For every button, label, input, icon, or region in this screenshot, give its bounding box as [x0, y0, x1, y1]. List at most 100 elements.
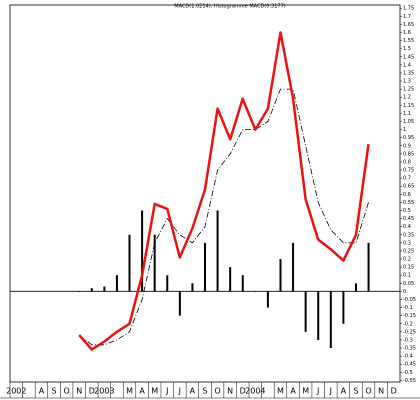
x-tick-label: A: [139, 387, 145, 396]
y-tick-label: 1: [403, 127, 406, 133]
histogram-bar: [178, 291, 181, 316]
x-tick-label: A: [341, 387, 347, 396]
histogram-bar: [191, 283, 194, 292]
histogram-bar: [254, 291, 257, 292]
y-tick-label: 1.7: [403, 14, 411, 20]
y-tick-label: 1.1: [403, 111, 411, 117]
y-tick-label: 1.65: [403, 22, 414, 28]
histogram-bar: [329, 291, 332, 349]
x-tick-label: O: [214, 387, 220, 396]
histogram-bar: [292, 242, 295, 292]
y-tick-label: 0.15: [403, 265, 414, 271]
histogram-bar: [90, 288, 93, 292]
x-tick-label: M: [277, 387, 284, 396]
x-tick-label: M: [126, 387, 133, 396]
histogram-bar: [153, 234, 156, 292]
y-tick-label: 0.95: [403, 135, 414, 141]
y-tick-label: 1.35: [403, 70, 414, 76]
histogram-bar: [166, 275, 169, 292]
x-tick-label: J: [165, 387, 168, 396]
x-tick-label: A: [290, 387, 296, 396]
y-tick-label: -0.2: [403, 321, 413, 327]
x-tick-label: O: [63, 387, 69, 396]
y-tick-label: 1.05: [403, 119, 414, 125]
y-tick-label: -0.5: [403, 370, 413, 376]
y-tick-label: -0.45: [403, 362, 416, 368]
y-tick-label: 0.3: [403, 240, 411, 246]
y-tick-label: -0.4: [403, 354, 413, 360]
signal-line: [78, 88, 369, 346]
y-tick-label: -0.35: [403, 346, 416, 352]
x-tick-label: 2002: [6, 387, 26, 396]
x-tick-label: M: [151, 387, 158, 396]
y-tick-label: 0.5: [403, 208, 411, 214]
histogram-bar: [216, 210, 219, 292]
histogram-bar: [229, 267, 232, 292]
y-tick-label: 1.4: [403, 62, 411, 68]
y-tick-label: 1.6: [403, 30, 411, 36]
histogram-bar: [367, 242, 370, 292]
y-tick-label: 0.85: [403, 151, 414, 157]
x-tick-label: S: [202, 387, 207, 396]
y-tick-label: 0.7: [403, 176, 411, 182]
histogram-bar: [141, 210, 144, 292]
histogram-bar: [354, 283, 357, 292]
x-tick-label: M: [302, 387, 309, 396]
x-tick-label: N: [76, 387, 82, 396]
y-tick-label: 1.15: [403, 103, 414, 109]
y-tick-label: 1.25: [403, 87, 414, 93]
y-tick-label: 0.1: [403, 273, 411, 279]
histogram-bar: [266, 291, 269, 308]
x-tick-label: J: [329, 387, 332, 396]
x-tick-label: S: [353, 387, 358, 396]
histogram-bar: [279, 259, 282, 292]
y-tick-label: 0.75: [403, 168, 414, 174]
y-tick-label: 1.75: [403, 6, 414, 12]
y-tick-label: 0.55: [403, 200, 414, 206]
histogram-bar: [317, 291, 320, 340]
x-tick-label: 2004: [245, 387, 265, 396]
y-tick-label: 1.3: [403, 79, 411, 85]
y-tick-label: 1.45: [403, 54, 414, 60]
y-tick-label: 0.35: [403, 232, 414, 238]
x-tick-label: D: [240, 387, 246, 396]
y-tick-label: 0.45: [403, 216, 414, 222]
y-tick-label: 1.5: [403, 46, 411, 52]
histogram-bar: [241, 275, 244, 292]
y-tick-label: 0.9: [403, 143, 411, 149]
y-tick-label: 0.8: [403, 159, 411, 165]
plot-frame: [9, 4, 401, 383]
y-tick-label: 0.25: [403, 248, 414, 254]
x-tick-label: A: [190, 387, 196, 396]
histogram-bar: [128, 234, 131, 292]
x-tick-label: N: [378, 387, 384, 396]
x-tick-label: J: [316, 387, 319, 396]
x-tick-label: S: [51, 387, 56, 396]
y-tick-label: 0: [403, 289, 406, 295]
histogram-bar: [204, 242, 206, 292]
y-tick-label: 1.55: [403, 38, 414, 44]
y-tick-label: -0.05: [403, 297, 416, 303]
y-tick-label: 0.2: [403, 257, 411, 263]
y-tick-label: 0.4: [403, 224, 411, 230]
y-tick-label: -0.25: [403, 329, 416, 335]
y-tick-label: 1.2: [403, 95, 411, 101]
y-tick-label: -0.1: [403, 305, 413, 311]
y-tick-label: -0.55: [403, 378, 416, 384]
x-tick-label: O: [365, 387, 371, 396]
y-tick-label: -0.3: [403, 337, 413, 343]
histogram-bar: [342, 291, 345, 324]
macd-line: [78, 31, 370, 351]
y-tick-label: 0.65: [403, 184, 414, 190]
histogram-bar: [78, 291, 81, 292]
x-tick-label: D: [89, 387, 95, 396]
histogram-bar: [115, 275, 118, 292]
x-tick-label: N: [227, 387, 233, 396]
chart-title: MACD(1.0214), Histogramme MACD(0.3177): [174, 4, 285, 10]
histogram-bar: [304, 291, 307, 332]
x-tick-label: J: [178, 387, 181, 396]
x-tick-label: D: [391, 387, 397, 396]
y-tick-label: -0.15: [403, 313, 416, 319]
